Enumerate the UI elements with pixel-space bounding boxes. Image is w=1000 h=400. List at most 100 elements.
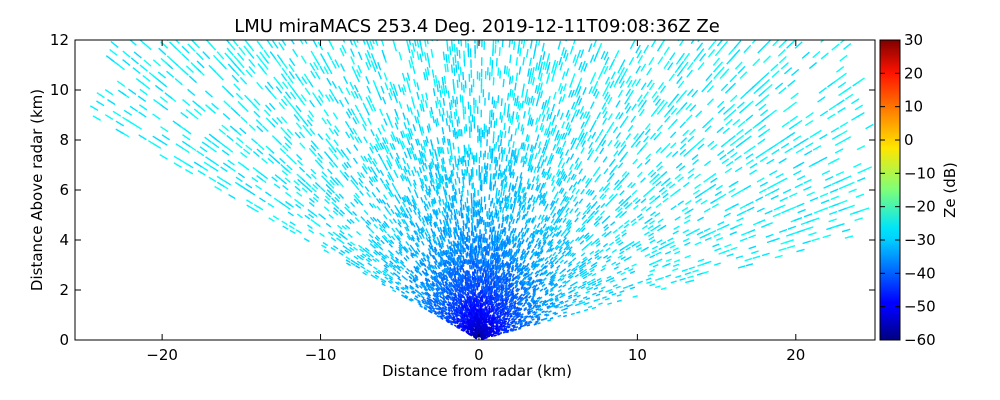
radar-gate: [648, 82, 655, 91]
radar-gate: [654, 285, 661, 289]
radar-gate: [529, 239, 534, 245]
radar-gate: [562, 237, 567, 242]
radar-gate: [452, 95, 455, 104]
radar-gate: [727, 103, 736, 111]
radar-gate: [520, 231, 525, 237]
radar-gate: [645, 153, 652, 160]
radar-gate: [435, 221, 439, 227]
radar-gate: [433, 248, 438, 253]
radar-gate: [365, 40, 369, 45]
radar-gate: [431, 158, 435, 165]
radar-gate: [574, 264, 580, 269]
radar-gate: [537, 239, 542, 245]
radar-gate: [819, 133, 828, 140]
radar-gate: [749, 162, 758, 169]
radar-gate: [575, 142, 580, 150]
radar-gate: [437, 274, 442, 279]
radar-gate: [524, 322, 528, 326]
radar-gate: [643, 135, 649, 143]
radar-gate: [745, 201, 754, 207]
radar-gate: [729, 74, 738, 83]
radar-gate: [328, 127, 335, 135]
radar-gate: [489, 173, 492, 180]
radar-gate: [480, 321, 483, 325]
radar-gate: [519, 263, 523, 268]
radar-gate: [309, 62, 316, 71]
radar-gate: [503, 317, 507, 321]
radar-gate: [624, 266, 630, 271]
radar-gate: [448, 218, 452, 224]
radar-gate: [507, 68, 510, 77]
radar-gate: [512, 92, 516, 101]
radar-gate: [609, 121, 615, 129]
radar-gate: [517, 314, 521, 318]
radar-gate: [345, 87, 351, 96]
radar-gate: [677, 200, 684, 206]
radar-gate: [536, 194, 540, 201]
radar-gate: [562, 140, 567, 148]
radar-gate: [562, 280, 567, 284]
radar-gate: [537, 141, 542, 149]
radar-gate: [605, 81, 611, 90]
radar-gate: [442, 229, 446, 235]
radar-gate: [843, 43, 852, 50]
radar-gate: [487, 291, 490, 296]
radar-gate: [370, 53, 376, 62]
radar-gate: [706, 98, 715, 106]
radar-gate: [458, 314, 462, 318]
radar-gate: [528, 304, 533, 308]
radar-gate: [387, 233, 392, 239]
radar-gate: [514, 328, 518, 331]
radar-gate: [470, 286, 473, 291]
radar-gate: [580, 224, 586, 230]
radar-gate: [446, 147, 450, 155]
radar-gate: [488, 234, 491, 240]
radar-gate: [511, 236, 515, 243]
radar-gate: [533, 260, 538, 265]
radar-gate: [449, 266, 453, 272]
radar-gate: [454, 287, 458, 293]
radar-gate: [520, 252, 524, 258]
radar-gate: [426, 278, 431, 283]
radar-gate: [388, 191, 393, 198]
radar-gate: [464, 288, 467, 293]
radar-gate: [385, 154, 391, 162]
radar-gate: [448, 138, 451, 147]
radar-gate: [441, 76, 445, 86]
radar-gate: [535, 98, 539, 107]
radar-gate: [356, 40, 359, 43]
radar-gate: [511, 259, 515, 265]
radar-gate: [405, 207, 410, 214]
radar-gate: [511, 207, 515, 214]
radar-gate: [438, 199, 442, 206]
radar-gate: [307, 114, 314, 122]
radar-gate: [490, 268, 494, 273]
radar-gate: [398, 163, 403, 171]
radar-gate: [465, 303, 468, 307]
radar-gate: [408, 206, 413, 213]
radar-gate: [522, 192, 526, 199]
radar-gate: [468, 270, 471, 276]
radar-gate: [437, 262, 441, 267]
radar-gate: [563, 307, 568, 311]
radar-gate: [761, 94, 770, 102]
radar-gate: [662, 197, 669, 203]
radar-gate: [525, 291, 530, 295]
radar-gate: [368, 176, 374, 183]
radar-gate: [535, 40, 538, 44]
radar-gate: [515, 259, 519, 265]
radar-gate: [421, 178, 425, 185]
radar-gate: [606, 275, 612, 279]
radar-gate: [643, 91, 649, 99]
radar-gate: [535, 174, 540, 181]
radar-gate: [546, 113, 550, 122]
radar-gate: [457, 235, 460, 241]
radar-gate: [353, 84, 359, 93]
radar-gate: [410, 252, 415, 257]
radar-gate: [392, 218, 397, 224]
radar-gate: [261, 61, 269, 70]
radar-gate: [730, 192, 739, 198]
radar-gate: [556, 218, 561, 224]
radar-gate: [544, 139, 548, 147]
radar-gate: [519, 322, 523, 326]
